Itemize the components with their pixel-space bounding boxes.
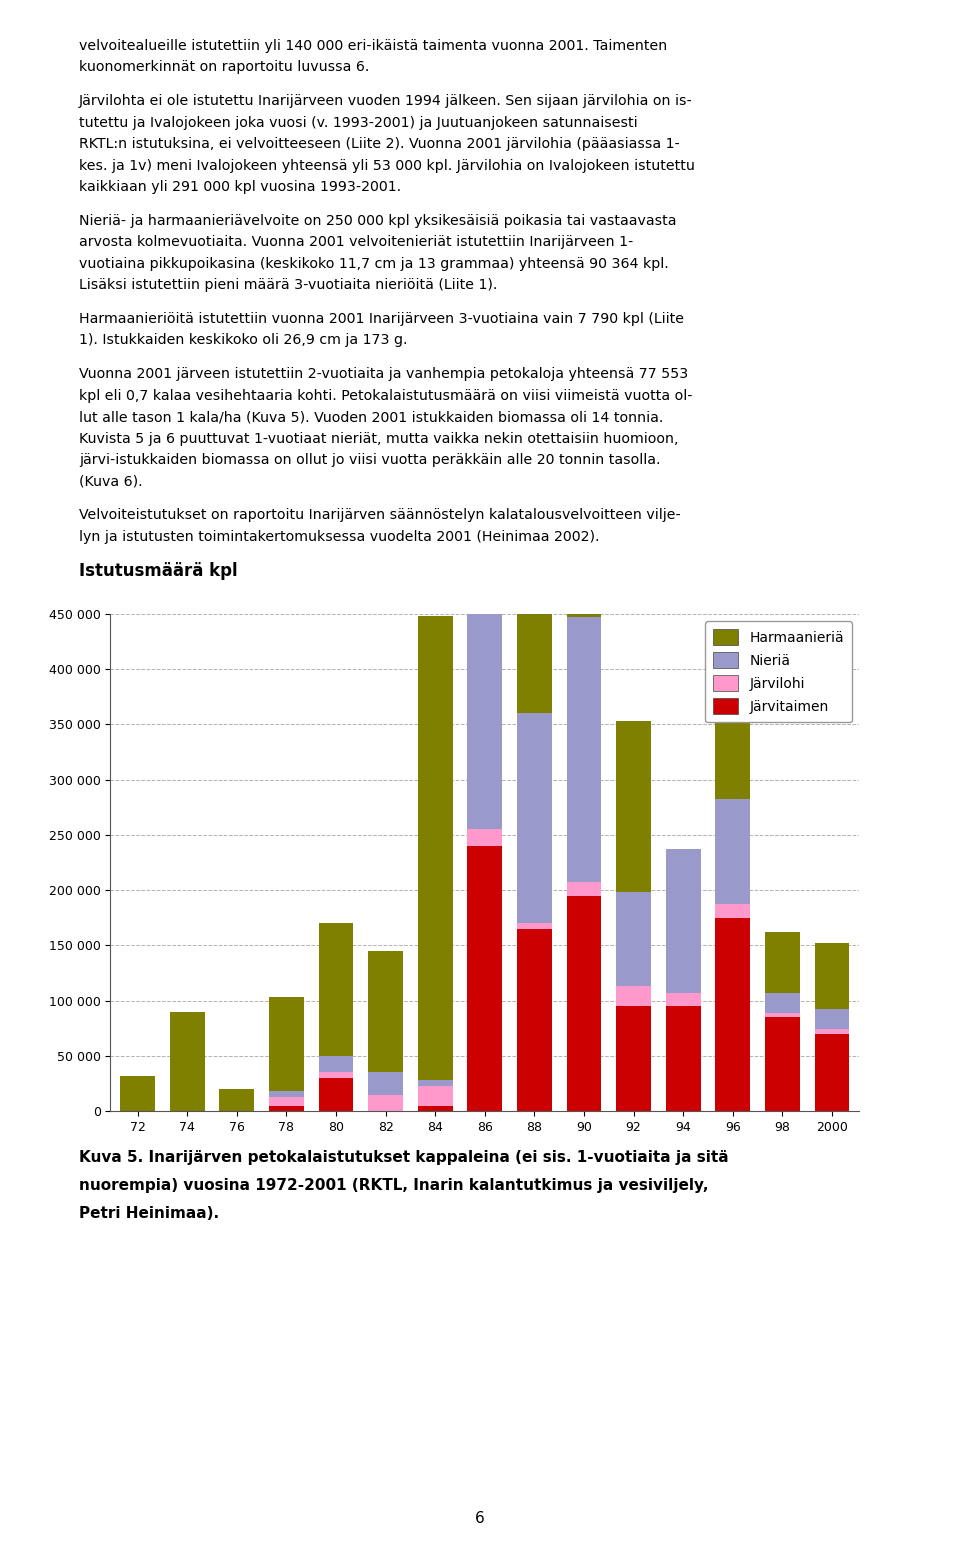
- Bar: [517, 597, 552, 713]
- Text: velvoitealueille istutettiin yli 140 000 eri-ikäistä taimenta vuonna 2001. Taime: velvoitealueille istutettiin yli 140 000…: [79, 39, 667, 53]
- Text: arvosta kolmevuotiaita. Vuonna 2001 velvoitenieriät istutettiin Inarijärveen 1-: arvosta kolmevuotiaita. Vuonna 2001 velv…: [79, 235, 633, 249]
- Bar: [418, 1080, 452, 1086]
- Bar: [369, 1094, 403, 1111]
- Bar: [468, 830, 502, 845]
- Bar: [765, 1013, 800, 1018]
- Bar: [765, 993, 800, 1013]
- Bar: [666, 1005, 701, 1111]
- Bar: [566, 325, 601, 617]
- Text: Kuva 5. Inarijärven petokalaistutukset kappaleina (ei sis. 1-vuotiaita ja sitä: Kuva 5. Inarijärven petokalaistutukset k…: [79, 1150, 729, 1166]
- Bar: [319, 1055, 353, 1072]
- Bar: [765, 1018, 800, 1111]
- Bar: [815, 1029, 850, 1033]
- Bar: [369, 1072, 403, 1094]
- Bar: [418, 1086, 452, 1105]
- Bar: [120, 1075, 155, 1111]
- Text: RKTL:n istutuksina, ei velvoitteeseen (Liite 2). Vuonna 2001 järvilohia (pääasia: RKTL:n istutuksina, ei velvoitteeseen (L…: [79, 137, 680, 151]
- Bar: [566, 617, 601, 883]
- Text: nuorempia) vuosina 1972-2001 (RKTL, Inarin kalantutkimus ja vesiviljely,: nuorempia) vuosina 1972-2001 (RKTL, Inar…: [79, 1178, 708, 1193]
- Bar: [815, 1010, 850, 1029]
- Text: Istutusmäärä kpl: Istutusmäärä kpl: [79, 561, 237, 580]
- Text: kaikkiaan yli 291 000 kpl vuosina 1993-2001.: kaikkiaan yli 291 000 kpl vuosina 1993-2…: [79, 180, 401, 194]
- Bar: [566, 883, 601, 895]
- Bar: [319, 923, 353, 1055]
- Bar: [369, 951, 403, 1072]
- Bar: [616, 987, 651, 1005]
- Bar: [715, 799, 750, 904]
- Bar: [815, 1033, 850, 1111]
- Text: lut alle tason 1 kala/ha (Kuva 5). Vuoden 2001 istukkaiden biomassa oli 14 tonni: lut alle tason 1 kala/ha (Kuva 5). Vuode…: [79, 410, 663, 424]
- Bar: [269, 1097, 303, 1105]
- Text: lyn ja istutusten toimintakertomuksessa vuodelta 2001 (Heinimaa 2002).: lyn ja istutusten toimintakertomuksessa …: [79, 530, 599, 544]
- Bar: [815, 943, 850, 1010]
- Text: kuonomerkinnät on raportoitu luvussa 6.: kuonomerkinnät on raportoitu luvussa 6.: [79, 61, 369, 75]
- Text: Harmaanieriöitä istutettiin vuonna 2001 Inarijärveen 3-vuotiaina vain 7 790 kpl : Harmaanieriöitä istutettiin vuonna 2001 …: [79, 312, 684, 326]
- Bar: [269, 1091, 303, 1097]
- Text: Kuvista 5 ja 6 puuttuvat 1-vuotiaat nieriät, mutta vaikka nekin otettaisiin huom: Kuvista 5 ja 6 puuttuvat 1-vuotiaat nier…: [79, 432, 678, 446]
- Bar: [566, 895, 601, 1111]
- Bar: [715, 904, 750, 918]
- Bar: [517, 713, 552, 923]
- Bar: [269, 1105, 303, 1111]
- Bar: [468, 845, 502, 1111]
- Text: tutettu ja Ivalojokeen joka vuosi (v. 1993-2001) ja Juutuanjokeen satunnaisesti: tutettu ja Ivalojokeen joka vuosi (v. 19…: [79, 115, 637, 129]
- Text: Lisäksi istutettiin pieni määrä 3-vuotiaita nieriöitä (Liite 1).: Lisäksi istutettiin pieni määrä 3-vuotia…: [79, 278, 497, 292]
- Bar: [616, 892, 651, 987]
- Text: vuotiaina pikkupoikasina (keskikoko 11,7 cm ja 13 grammaa) yhteensä 90 364 kpl.: vuotiaina pikkupoikasina (keskikoko 11,7…: [79, 256, 668, 270]
- Bar: [715, 623, 750, 799]
- Bar: [666, 848, 701, 993]
- Text: Vuonna 2001 järveen istutettiin 2-vuotiaita ja vanhempia petokaloja yhteensä 77 : Vuonna 2001 järveen istutettiin 2-vuotia…: [79, 367, 688, 381]
- Bar: [468, 387, 502, 581]
- Bar: [418, 615, 452, 1080]
- Text: Järvilohta ei ole istutettu Inarijärveen vuoden 1994 jälkeen. Sen sijaan järvilo: Järvilohta ei ole istutettu Inarijärveen…: [79, 95, 692, 109]
- Text: Nieriä- ja harmaanieriävelvoite on 250 000 kpl yksikesäisiä poikasia tai vastaav: Nieriä- ja harmaanieriävelvoite on 250 0…: [79, 214, 676, 228]
- Bar: [220, 1089, 254, 1111]
- Bar: [666, 993, 701, 1005]
- Bar: [715, 918, 750, 1111]
- Bar: [319, 1078, 353, 1111]
- Bar: [170, 1012, 204, 1111]
- Bar: [468, 581, 502, 830]
- Bar: [319, 1072, 353, 1078]
- Text: kes. ja 1v) meni Ivalojokeen yhteensä yli 53 000 kpl. Järvilohia on Ivalojokeen : kes. ja 1v) meni Ivalojokeen yhteensä yl…: [79, 159, 695, 172]
- Bar: [269, 998, 303, 1091]
- Bar: [765, 932, 800, 993]
- Text: (Kuva 6).: (Kuva 6).: [79, 474, 142, 488]
- Text: Petri Heinimaa).: Petri Heinimaa).: [79, 1206, 219, 1221]
- Bar: [517, 923, 552, 929]
- Text: 6: 6: [475, 1510, 485, 1526]
- Text: 1). Istukkaiden keskikoko oli 26,9 cm ja 173 g.: 1). Istukkaiden keskikoko oli 26,9 cm ja…: [79, 334, 407, 348]
- Bar: [517, 929, 552, 1111]
- Bar: [616, 721, 651, 892]
- Bar: [418, 1105, 452, 1111]
- Bar: [616, 1005, 651, 1111]
- Text: Velvoiteistutukset on raportoitu Inarijärven säännöstelyn kalatalousvelvoitteen : Velvoiteistutukset on raportoitu Inarijä…: [79, 508, 681, 522]
- Legend: Harmaanieriä, Nieriä, Järvilohi, Järvitaimen: Harmaanieriä, Nieriä, Järvilohi, Järvita…: [705, 620, 852, 723]
- Text: kpl eli 0,7 kalaa vesihehtaaria kohti. Petokalaistutusmäärä on viisi viimeistä v: kpl eli 0,7 kalaa vesihehtaaria kohti. P…: [79, 388, 692, 402]
- Text: järvi-istukkaiden biomassa on ollut jo viisi vuotta peräkkäin alle 20 tonnin tas: järvi-istukkaiden biomassa on ollut jo v…: [79, 454, 660, 468]
